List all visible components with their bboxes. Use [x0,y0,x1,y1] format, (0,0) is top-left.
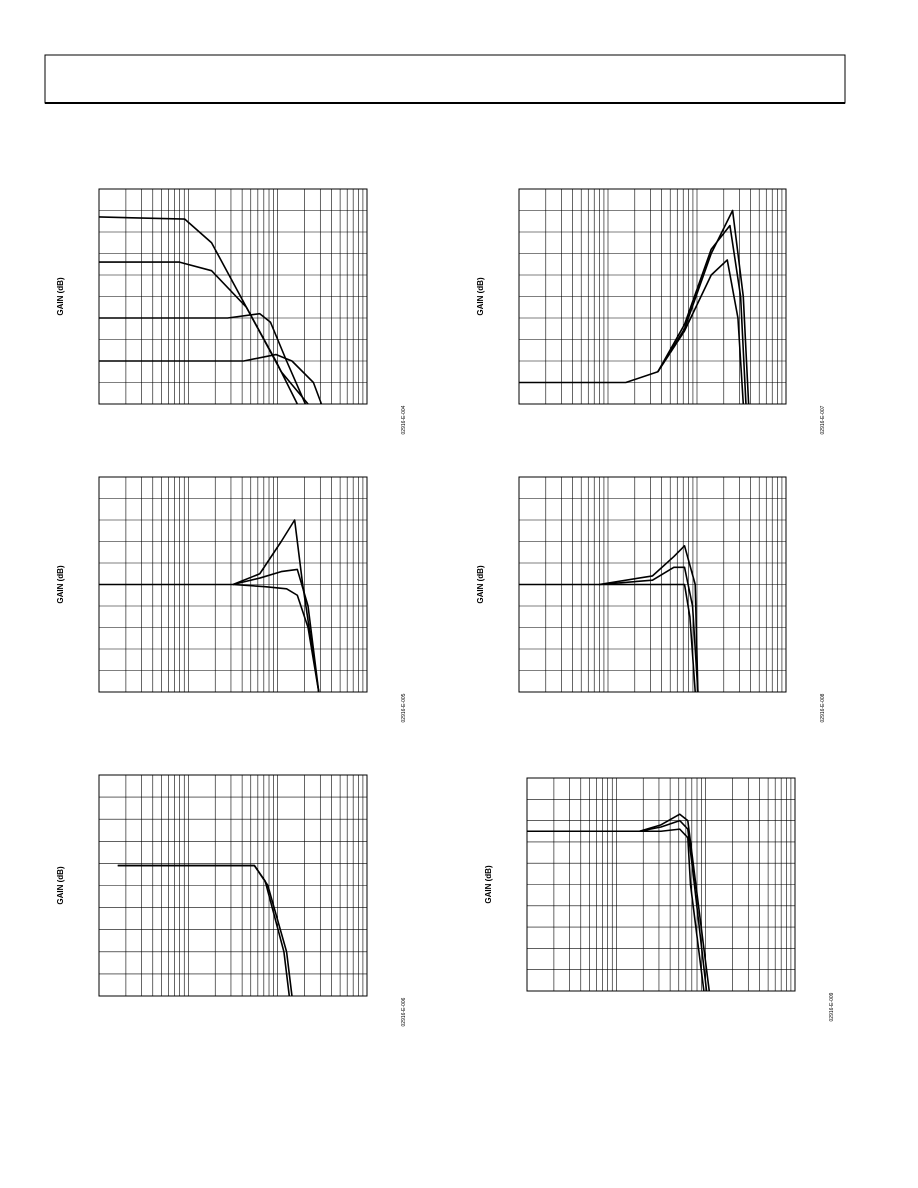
figure-id: 02916-E-005 [401,693,407,722]
curve [599,583,697,693]
figure: GAIN (dB) 02916-E-009 [484,777,835,1021]
curve [99,353,323,405]
curve [99,312,307,405]
figure: GAIN (dB) 02916-E-006 [56,774,407,1026]
curve [117,864,291,997]
figure-id: 02916-E-006 [401,997,407,1026]
figure-id: 02916-E-008 [820,693,826,722]
y-axis-label: GAIN (dB) [476,277,485,316]
y-axis-label: GAIN (dB) [56,277,65,316]
plot-frame [518,188,787,405]
y-axis-label: GAIN (dB) [56,565,65,604]
curve [599,566,699,693]
curve [657,259,745,405]
curve [657,224,747,405]
plot-frame [98,188,368,405]
figure: GAIN (dB) 02916-E-004 [56,188,407,434]
curve [232,583,320,693]
y-axis-label: GAIN (dB) [484,865,493,904]
curve [232,568,320,693]
y-axis-label: GAIN (dB) [56,866,65,905]
plot-frame [98,774,368,997]
curve [527,813,711,992]
y-axis-label: GAIN (dB) [476,565,485,604]
figure-id: 02916-E-007 [820,405,826,434]
header-box [44,54,846,104]
plot-frame [526,777,796,992]
figure-id: 02916-E-009 [829,992,835,1021]
curve [639,828,705,992]
figure: GAIN (dB) 02916-E-008 [476,476,826,722]
figure: GAIN (dB) 02916-E-005 [56,476,407,722]
curve [519,209,750,405]
figure: GAIN (dB) 02916-E-007 [476,188,826,434]
curve [639,819,708,992]
curve [99,261,299,405]
figure-id: 02916-E-004 [401,405,407,434]
curve [98,216,309,405]
